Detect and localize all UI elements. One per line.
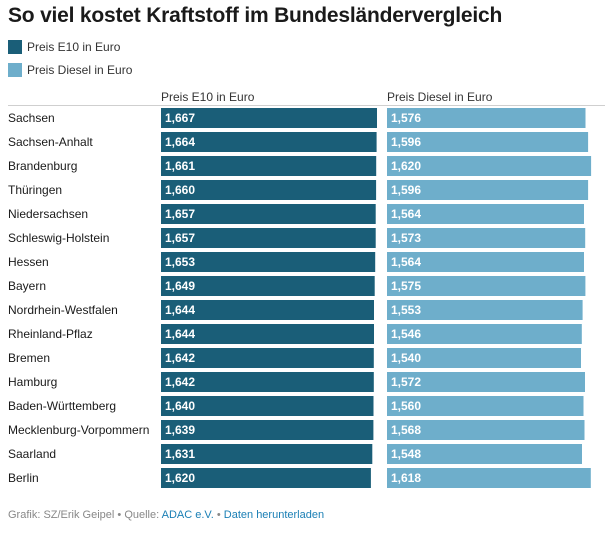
bar-diesel xyxy=(387,324,582,344)
category-label: Schleswig-Holstein xyxy=(8,231,109,245)
legend-label-diesel: Preis Diesel in Euro xyxy=(27,63,133,77)
bar-diesel xyxy=(387,444,582,464)
value-label-diesel: 1,564 xyxy=(391,207,421,221)
category-label: Thüringen xyxy=(8,183,62,197)
value-label-e10: 1,657 xyxy=(165,207,195,221)
bar-diesel xyxy=(387,156,592,176)
category-label: Brandenburg xyxy=(8,159,77,173)
value-label-diesel: 1,596 xyxy=(391,135,421,149)
value-label-diesel: 1,548 xyxy=(391,447,421,461)
bar-diesel xyxy=(387,132,589,152)
footer: Grafik: SZ/Erik Geipel • Quelle: ADAC e.… xyxy=(8,509,324,521)
category-label: Baden-Württemberg xyxy=(8,399,116,413)
value-label-e10: 1,667 xyxy=(165,111,195,125)
bar-e10 xyxy=(161,348,374,368)
bar-diesel xyxy=(387,396,584,416)
value-label-e10: 1,653 xyxy=(165,255,195,269)
bar-e10 xyxy=(161,396,374,416)
column-header-diesel: Preis Diesel in Euro xyxy=(387,90,493,104)
category-label: Hessen xyxy=(8,255,49,269)
value-label-diesel: 1,572 xyxy=(391,375,421,389)
value-label-e10: 1,644 xyxy=(165,303,195,317)
value-label-diesel: 1,596 xyxy=(391,183,421,197)
bar-e10 xyxy=(161,252,376,272)
value-label-e10: 1,649 xyxy=(165,279,195,293)
category-label: Berlin xyxy=(8,471,39,485)
bar-e10 xyxy=(161,156,377,176)
bar-diesel xyxy=(387,276,586,296)
bar-e10 xyxy=(161,228,376,248)
category-label: Bayern xyxy=(8,279,46,293)
value-label-e10: 1,640 xyxy=(165,399,195,413)
bar-diesel xyxy=(387,108,586,128)
category-label: Hamburg xyxy=(8,375,57,389)
bar-diesel xyxy=(387,204,584,224)
value-label-e10: 1,644 xyxy=(165,327,195,341)
chart-title: So viel kostet Kraftstoff im Bundeslände… xyxy=(8,4,503,27)
value-label-diesel: 1,620 xyxy=(391,159,421,173)
value-label-e10: 1,664 xyxy=(165,135,195,149)
bar-diesel xyxy=(387,252,584,272)
legend-item-e10: Preis E10 in Euro xyxy=(8,40,132,54)
bar-e10 xyxy=(161,204,376,224)
bar-e10 xyxy=(161,468,371,488)
value-label-e10: 1,657 xyxy=(165,231,195,245)
category-label: Sachsen-Anhalt xyxy=(8,135,93,149)
value-label-diesel: 1,553 xyxy=(391,303,421,317)
bar-e10 xyxy=(161,108,377,128)
bar-diesel xyxy=(387,348,581,368)
footer-separator: • xyxy=(213,509,224,521)
bar-e10 xyxy=(161,324,374,344)
bar-e10 xyxy=(161,300,374,320)
bar-e10 xyxy=(161,444,373,464)
value-label-e10: 1,642 xyxy=(165,375,195,389)
value-label-diesel: 1,573 xyxy=(391,231,421,245)
category-label: Saarland xyxy=(8,447,56,461)
legend-label-e10: Preis E10 in Euro xyxy=(27,40,121,54)
value-label-diesel: 1,560 xyxy=(391,399,421,413)
bar-e10 xyxy=(161,276,375,296)
source-link[interactable]: ADAC e.V. xyxy=(161,509,214,521)
bar-diesel xyxy=(387,468,591,488)
bar-e10 xyxy=(161,372,374,392)
header-divider xyxy=(8,105,605,106)
value-label-diesel: 1,575 xyxy=(391,279,421,293)
category-label: Bremen xyxy=(8,351,50,365)
value-label-diesel: 1,564 xyxy=(391,255,421,269)
value-label-diesel: 1,568 xyxy=(391,423,421,437)
legend-swatch-e10 xyxy=(8,40,22,54)
column-header-e10: Preis E10 in Euro xyxy=(161,90,255,104)
category-label: Niedersachsen xyxy=(8,207,88,221)
bar-diesel xyxy=(387,180,589,200)
footer-credit: Grafik: SZ/Erik Geipel • Quelle: xyxy=(8,509,162,521)
value-label-diesel: 1,546 xyxy=(391,327,421,341)
bar-diesel xyxy=(387,420,585,440)
category-label: Sachsen xyxy=(8,111,55,125)
value-label-e10: 1,661 xyxy=(165,159,195,173)
value-label-e10: 1,639 xyxy=(165,423,195,437)
value-label-e10: 1,660 xyxy=(165,183,195,197)
value-label-e10: 1,620 xyxy=(165,471,195,485)
legend: Preis E10 in Euro Preis Diesel in Euro xyxy=(8,40,132,86)
value-label-diesel: 1,618 xyxy=(391,471,421,485)
category-label: Nordrhein-Westfalen xyxy=(8,303,118,317)
bar-e10 xyxy=(161,420,374,440)
value-label-diesel: 1,540 xyxy=(391,351,421,365)
bar-e10 xyxy=(161,132,377,152)
bar-diesel xyxy=(387,372,585,392)
bar-diesel xyxy=(387,300,583,320)
value-label-diesel: 1,576 xyxy=(391,111,421,125)
category-label: Rheinland-Pflaz xyxy=(8,327,93,341)
legend-item-diesel: Preis Diesel in Euro xyxy=(8,63,132,77)
download-data-link[interactable]: Daten herunterladen xyxy=(223,509,325,521)
bar-diesel xyxy=(387,228,586,248)
value-label-e10: 1,631 xyxy=(165,447,195,461)
bar-e10 xyxy=(161,180,377,200)
category-label: Mecklenburg-Vorpommern xyxy=(8,423,149,437)
legend-swatch-diesel xyxy=(8,63,22,77)
value-label-e10: 1,642 xyxy=(165,351,195,365)
